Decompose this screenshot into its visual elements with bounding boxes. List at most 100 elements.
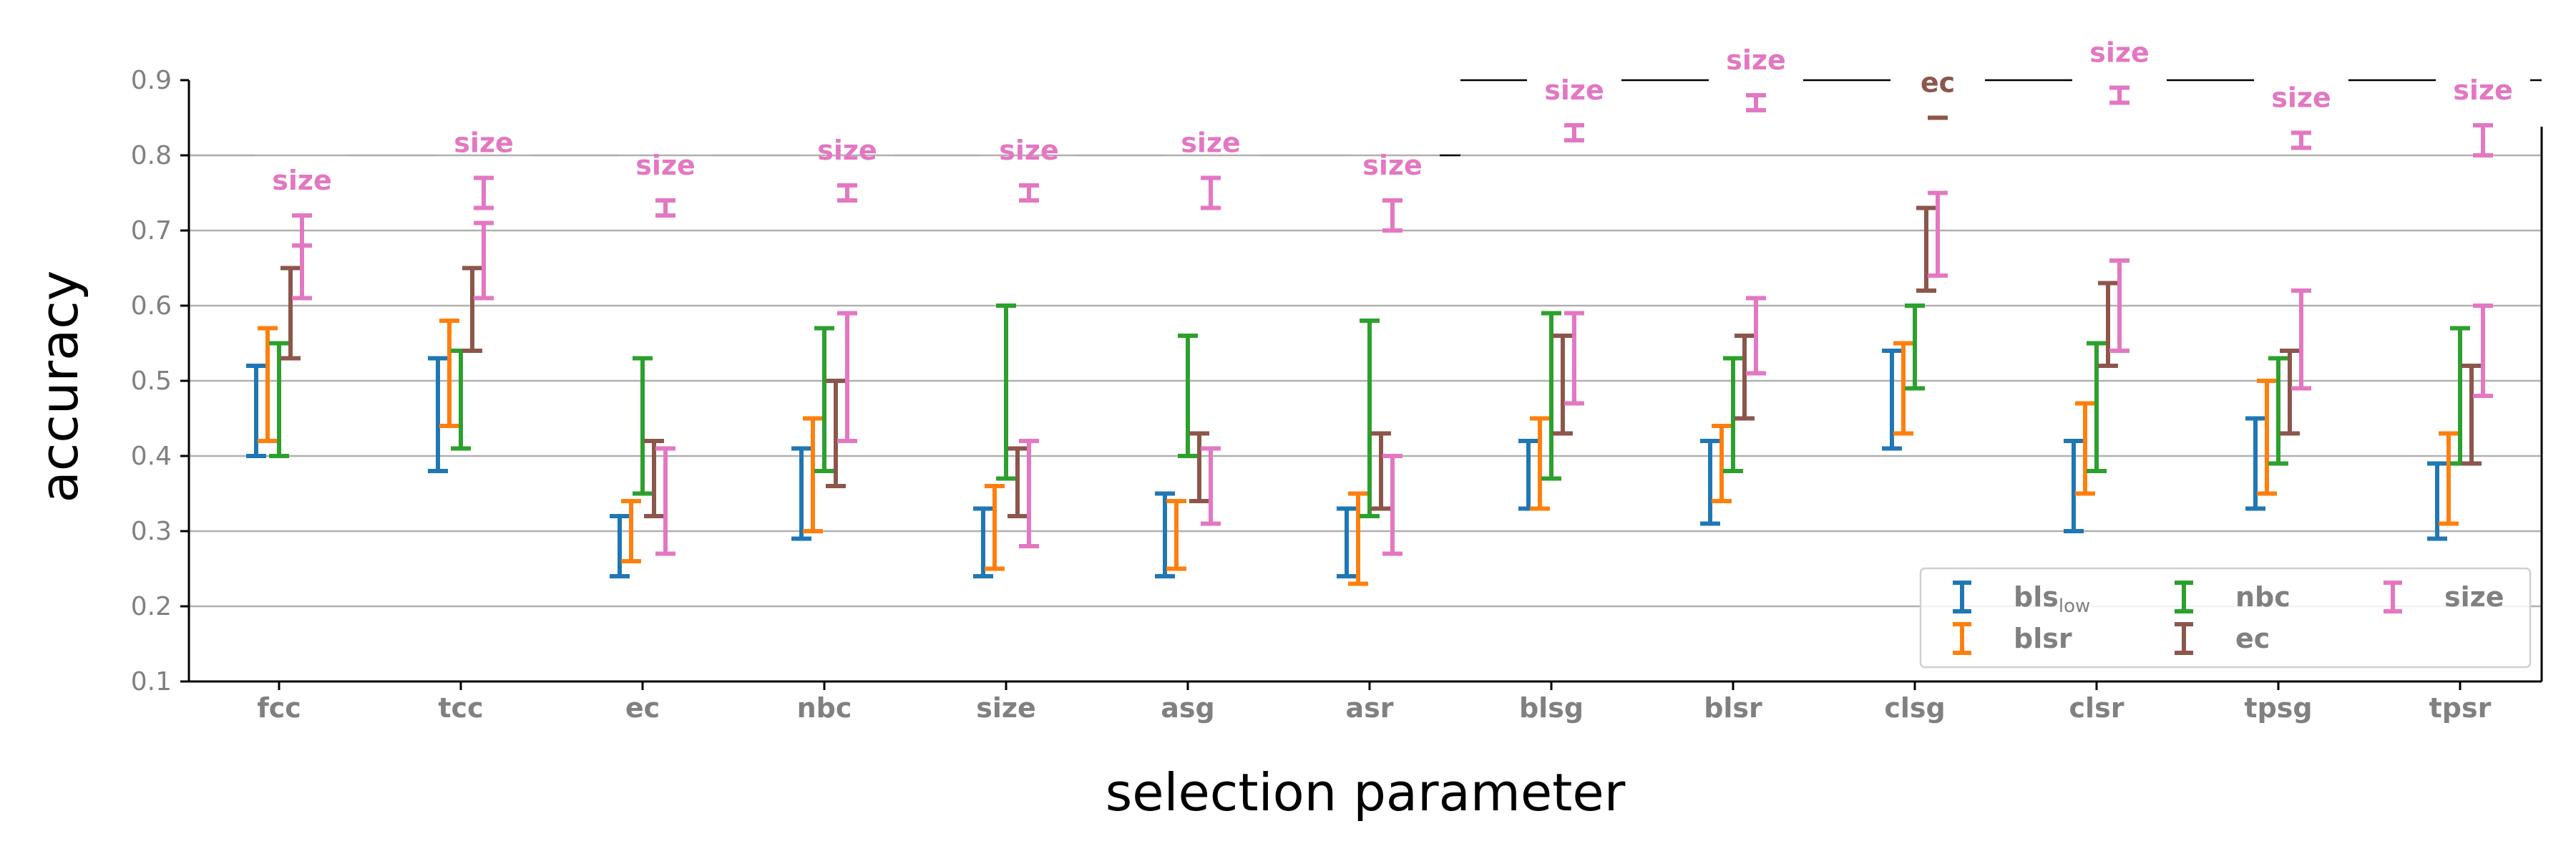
- x-axis-title: selection parameter: [1106, 762, 1626, 822]
- errorbar-ec-tpsg: [2280, 349, 2300, 436]
- errorbar-nbc-size: [996, 304, 1016, 481]
- legend-item-blsr: blsr: [1953, 622, 2072, 655]
- errorbar-nbc-fcc: [269, 341, 289, 458]
- legend-label-main: ec: [2235, 623, 2270, 654]
- errorbar-blsr-tpsg: [2257, 379, 2277, 496]
- best-layer: size size size size size size size size size ec si…: [272, 37, 2513, 248]
- best-marker-asg: [1201, 175, 1221, 210]
- x-tick-label-nbc: nbc: [797, 692, 852, 724]
- errorbar-size-ec: [655, 446, 675, 556]
- errorbar-nbc-asr: [1360, 319, 1380, 518]
- errorbar-size-size: [1019, 439, 1039, 548]
- errorbar-nbc-blsr: [1723, 356, 1743, 473]
- legend-label-nbc: nbc: [2235, 581, 2290, 613]
- errorbar-blsr-asg: [1166, 499, 1186, 571]
- best-label-tpsr: size: [2453, 74, 2513, 106]
- legend-box: [1919, 567, 2532, 669]
- x-tick-label-clsg: clsg: [1884, 692, 1945, 724]
- errorbar-bls_low-tpsr: [2427, 461, 2447, 541]
- best-label-asg: size: [1181, 127, 1241, 159]
- errorbar-bls_low-fcc: [246, 364, 266, 458]
- legend-item-bls_low: blslow: [1953, 581, 2090, 617]
- errorbar-blsr-tcc: [439, 319, 459, 428]
- errorbar-bls_low-asg: [1155, 491, 1175, 578]
- x-tick-label-blsr: blsr: [1704, 692, 1762, 724]
- y-tick-label: 0.5: [131, 367, 172, 396]
- legend-item-size: size: [2384, 581, 2504, 613]
- best-marker-tcc: [474, 175, 494, 210]
- errorbar-size-clsr: [2109, 258, 2129, 353]
- errorbar-ec-tcc: [462, 266, 482, 353]
- errorbar-size-blsr: [1746, 296, 1766, 376]
- best-label-tpsg: size: [2271, 82, 2331, 114]
- errorbar-bls_low-tcc: [428, 356, 448, 473]
- errorbar-size-tpsr: [2473, 304, 2493, 398]
- best-label-blsr: size: [1726, 44, 1786, 76]
- legend-item-nbc: nbc: [2175, 581, 2290, 613]
- legend-label-main: blsr: [2014, 623, 2072, 654]
- legend-label-size: size: [2444, 581, 2504, 613]
- legend-label-main: nbc: [2235, 581, 2290, 613]
- errorbar-blsr-blsg: [1530, 416, 1550, 511]
- errorbar-size-blsg: [1564, 311, 1584, 406]
- errorbar-size-tpsg: [2291, 288, 2311, 391]
- errorbar-blsr-asr: [1348, 491, 1368, 586]
- y-tick-label: 0.3: [131, 517, 172, 546]
- x-tick-label-fcc: fcc: [257, 692, 301, 724]
- errorbar-nbc-asg: [1178, 334, 1198, 458]
- errorbar-bls_low-clsg: [1882, 349, 1902, 451]
- best-label-tcc: size: [454, 127, 514, 159]
- legend-label-blsr: blsr: [2014, 623, 2072, 654]
- x-tick-label-ec: ec: [625, 692, 660, 724]
- errorbar-nbc-tpsr: [2450, 326, 2470, 466]
- errorbar-nbc-tpsg: [2268, 356, 2288, 466]
- best-line-layer: [189, 79, 2542, 157]
- errorbar-size-asr: [1382, 454, 1402, 556]
- best-marker-nbc: [837, 183, 857, 203]
- errorbar-ec-tpsr: [2462, 364, 2482, 466]
- errorbar-blsr-clsg: [1893, 341, 1913, 436]
- x-tick-label-asr: asr: [1345, 692, 1393, 724]
- best-marker-blsr: [1746, 93, 1766, 112]
- y-tick-label: 0.1: [131, 667, 172, 697]
- best-marker-clsr: [2109, 85, 2129, 105]
- legend-label-bls_low: blslow: [2014, 581, 2090, 617]
- errorbar-nbc-clsr: [2087, 341, 2107, 473]
- legend-item-ec: ec: [2175, 622, 2270, 655]
- best-label-clsg: ec: [1921, 67, 1955, 99]
- errorbar-ec-blsg: [1553, 334, 1573, 436]
- errorbar-nbc-tcc: [451, 349, 471, 451]
- errorbar-blsr-fcc: [258, 326, 278, 443]
- best-label-clsr: size: [2089, 37, 2150, 69]
- errorbar-bls_low-blsr: [1700, 439, 1720, 526]
- legend-label-ec: ec: [2235, 623, 2270, 654]
- errorbar-ec-blsr: [1735, 334, 1755, 421]
- bars-layer: [246, 190, 2493, 586]
- best-marker-asr: [1382, 198, 1402, 233]
- errorbar-blsr-ec: [621, 499, 641, 563]
- best-marker-ec: [655, 198, 675, 218]
- x-tick-label-blsg: blsg: [1519, 692, 1584, 724]
- errorbar-ec-asg: [1189, 431, 1209, 503]
- errorbar-nbc-clsg: [1905, 304, 1925, 391]
- errorbar-blsr-blsr: [1712, 424, 1732, 503]
- best-marker-tpsg: [2291, 130, 2311, 150]
- errorbar-size-tcc: [474, 220, 494, 301]
- errorbar-nbc-blsg: [1541, 311, 1561, 481]
- errorbar-ec-nbc: [826, 379, 846, 488]
- legend-label-main: size: [2444, 581, 2504, 613]
- best-marker-blsg: [1564, 123, 1584, 142]
- legend: blslow blsr nbc ec size: [1919, 567, 2532, 669]
- errorbar-bls_low-ec: [610, 514, 630, 578]
- best-label-size: size: [999, 135, 1059, 166]
- y-tick-label: 0.8: [131, 141, 172, 170]
- best-label-nbc: size: [817, 135, 877, 166]
- errorbar-bls_low-blsg: [1518, 439, 1538, 511]
- errorbar-blsr-nbc: [803, 416, 823, 533]
- axes-layer: 0.1 0.2 0.3 0.4 0.5 0.6 0.7 0.8 0.9 fcc tcc ec nbc si…: [131, 66, 2543, 724]
- errorbar-ec-size: [1008, 446, 1028, 518]
- y-axis-title: accuracy: [29, 271, 89, 503]
- legend-label-subscript: low: [2059, 596, 2090, 617]
- x-tick-label-asg: asg: [1161, 692, 1214, 724]
- best-marker-tpsr: [2473, 123, 2493, 157]
